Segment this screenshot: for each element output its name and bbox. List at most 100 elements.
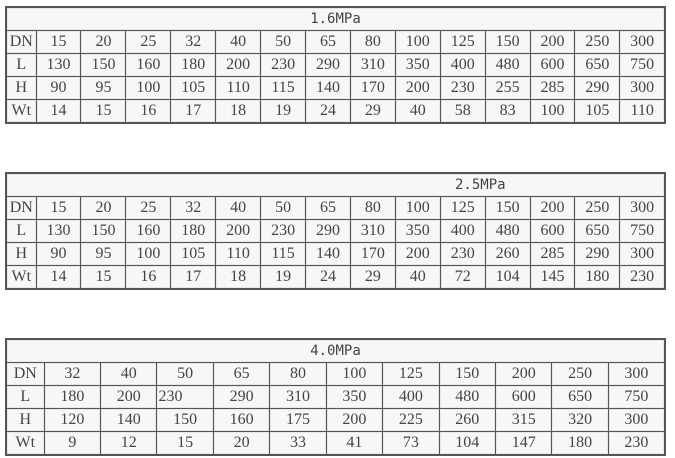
table-cell: 200: [529, 196, 576, 220]
table-cell: 147: [494, 431, 553, 456]
table-cell: 14: [35, 265, 82, 290]
table-cell: 50: [260, 196, 307, 220]
table-cell: 14: [35, 99, 82, 124]
table-cell: 29: [349, 265, 396, 290]
table-cell: 140: [100, 408, 158, 432]
table-cell: 20: [212, 431, 271, 456]
table-cell: 83: [484, 99, 531, 124]
table-cell: 100: [394, 196, 441, 220]
table-cell: 315: [494, 408, 553, 432]
table-cell: 310: [269, 385, 327, 409]
table-cell: 20: [80, 30, 127, 54]
pressure-table-2-5mpa: 2.5MPa DN 15 20 25 32 40 50 65 80 100 125 150 200 250 3…: [5, 172, 666, 290]
table-cell: 650: [574, 219, 621, 243]
table-cell: 33: [269, 431, 327, 456]
table-title-row: 1.6MPa: [5, 6, 666, 31]
table-cell: 160: [125, 219, 172, 243]
table-cell: 320: [551, 408, 609, 432]
table-title: 2.5MPa: [5, 172, 666, 197]
table-cell: 24: [305, 99, 351, 124]
table-cell: 200: [215, 53, 262, 77]
row-header-cell: H: [5, 408, 45, 432]
table-cell: 400: [439, 53, 486, 77]
table-cell: 150: [80, 219, 127, 243]
table-cell: 80: [349, 30, 396, 54]
table-cell: 17: [170, 99, 217, 124]
table-cell: 200: [394, 242, 441, 266]
table-cell: 32: [170, 196, 217, 220]
table-cell: 125: [439, 196, 486, 220]
table-cell: 24: [305, 265, 351, 290]
table-row: Wt 14 15 16 17 18 19 24 29 40 58 83 100 105 110: [5, 99, 666, 124]
row-header-cell: L: [5, 53, 37, 77]
table-cell: 73: [382, 431, 440, 456]
row-header-cell: DN: [5, 30, 37, 54]
table-cell: 40: [100, 362, 158, 386]
table-cell: 80: [269, 362, 327, 386]
table-row: H 90 95 100 105 110 115 140 170 200 230 255 285 290 30…: [5, 76, 666, 100]
table-cell: 110: [215, 76, 262, 100]
row-header-cell: L: [5, 385, 45, 409]
table-cell: 125: [382, 362, 440, 386]
table-cell: 230: [607, 431, 666, 456]
table-cell: 115: [260, 242, 307, 266]
table-cell: 230: [156, 385, 214, 409]
table-row: Wt 14 15 16 17 18 19 24 29 40 72 104 145 180 230: [5, 265, 666, 290]
table-cell: 105: [574, 99, 621, 124]
table-cell: 40: [215, 196, 262, 220]
table-cell: 600: [529, 219, 576, 243]
table-cell: 115: [260, 76, 307, 100]
table-cell: 20: [80, 196, 127, 220]
table-cell: 150: [484, 30, 531, 54]
table-cell: 230: [439, 242, 486, 266]
table-cell: 750: [619, 219, 666, 243]
table-cell: 105: [170, 76, 217, 100]
table-cell: 650: [574, 53, 621, 77]
table-cell: 65: [212, 362, 271, 386]
table-cell: 104: [484, 265, 531, 290]
table-cell: 250: [574, 196, 621, 220]
table-cell: 150: [80, 53, 127, 77]
table-title-row: 2.5MPa: [5, 172, 666, 197]
table-cell: 41: [325, 431, 384, 456]
table-cell: 310: [349, 219, 396, 243]
table-title-row: 4.0MPa: [5, 338, 666, 363]
table-cell: 160: [212, 408, 271, 432]
table-cell: 300: [619, 30, 666, 54]
table-row: L 130 150 160 180 200 230 290 310 350 400 480 600 650…: [5, 219, 666, 243]
table-cell: 200: [325, 408, 384, 432]
table-cell: 72: [439, 265, 486, 290]
table-cell: 19: [260, 99, 307, 124]
table-cell: 180: [551, 431, 609, 456]
table-cell: 180: [170, 53, 217, 77]
table-cell: 290: [212, 385, 271, 409]
row-header-cell: Wt: [5, 99, 37, 124]
table-cell: 12: [100, 431, 158, 456]
table-cell: 310: [349, 53, 396, 77]
table-cell: 130: [35, 219, 82, 243]
table-cell: 100: [325, 362, 384, 386]
table-title: 1.6MPa: [5, 6, 666, 31]
table-cell: 290: [574, 76, 621, 100]
row-header-cell: DN: [5, 196, 37, 220]
table-cell: 120: [43, 408, 102, 432]
table-row: DN 15 20 25 32 40 50 65 80 100 125 150 200 250 300: [5, 30, 666, 54]
table-cell: 105: [170, 242, 217, 266]
table-cell: 100: [394, 30, 441, 54]
table-title: 4.0MPa: [5, 338, 666, 363]
table-cell: 750: [607, 385, 666, 409]
table-cell: 90: [35, 76, 82, 100]
table-cell: 16: [125, 99, 172, 124]
table-cell: 350: [394, 53, 441, 77]
table-cell: 200: [494, 362, 553, 386]
table-cell: 110: [215, 242, 262, 266]
table-cell: 600: [494, 385, 553, 409]
table-cell: 255: [484, 76, 531, 100]
table-cell: 130: [35, 53, 82, 77]
table-cell: 200: [394, 76, 441, 100]
table-cell: 40: [215, 30, 262, 54]
table-cell: 175: [269, 408, 327, 432]
pressure-table-4-0mpa: 4.0MPa DN 32 40 50 65 80 100 125 150 200 250 300 L 180…: [5, 338, 666, 456]
table-cell: 80: [349, 196, 396, 220]
table-cell: 125: [439, 30, 486, 54]
